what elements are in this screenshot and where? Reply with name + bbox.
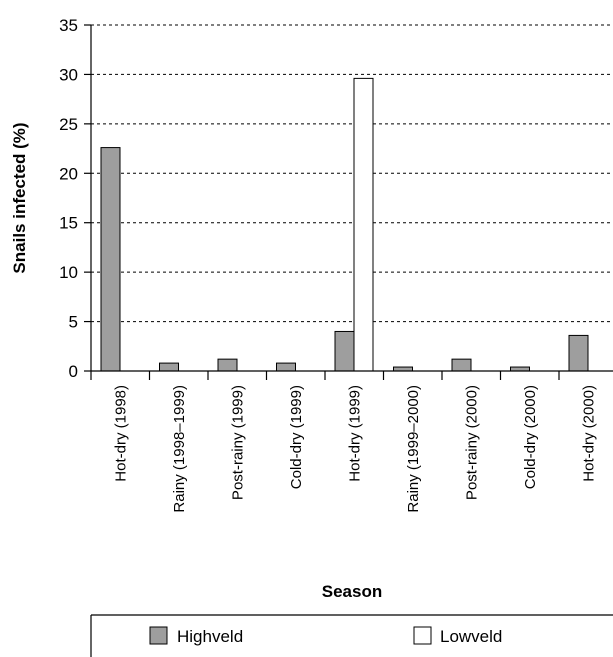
x-tick-label: Hot-dry (1998): [112, 385, 129, 482]
x-tick-label: Hot-dry (2000): [580, 385, 597, 482]
legend-swatch-highveld: [149, 626, 168, 645]
legend-label-lowveld: Lowveld: [440, 627, 502, 646]
bars: [100, 77, 589, 372]
bar-lowveld: [353, 77, 374, 372]
y-tick-label: 0: [69, 362, 78, 381]
y-axis-title: Snails infected (%): [10, 122, 29, 273]
x-tick-label: Post-rainy (2000): [463, 385, 480, 500]
bar-highveld: [159, 362, 179, 372]
x-tick-label: Rainy (1999–2000): [405, 385, 422, 513]
y-tick-label: 5: [69, 313, 78, 332]
legend-swatch-lowveld: [413, 626, 432, 645]
bar-highveld: [568, 334, 589, 372]
bar-highveld: [334, 330, 355, 372]
y-tick-label: 10: [59, 263, 78, 282]
y-ticks: 0 5 10 15 20 25 30 35: [59, 16, 91, 381]
y-tick-label: 30: [59, 65, 78, 84]
bar-highveld: [100, 147, 121, 372]
y-tick-label: 35: [59, 16, 78, 35]
bar-highveld: [217, 358, 238, 372]
legend-label-highveld: Highveld: [177, 627, 243, 646]
x-ticks: Hot-dry (1998) Rainy (1998–1999) Post-rain…: [90, 371, 597, 513]
y-tick-label: 20: [59, 164, 78, 183]
bar-highveld: [451, 358, 472, 372]
y-tick-label: 25: [59, 115, 78, 134]
axes: [90, 25, 613, 372]
bar-highveld: [276, 362, 296, 372]
x-tick-label: Rainy (1998–1999): [171, 385, 188, 513]
x-tick-label: Cold-dry (2000): [522, 385, 539, 489]
y-tick-label: 15: [59, 214, 78, 233]
x-tick-label: Post-rainy (1999): [229, 385, 246, 500]
x-axis-title: Season: [322, 582, 382, 601]
grid-lines: [91, 24, 613, 323]
x-tick-label: Cold-dry (1999): [288, 385, 305, 489]
legend: Highveld Lowveld: [90, 614, 613, 657]
x-tick-label: Hot-dry (1999): [346, 385, 363, 482]
